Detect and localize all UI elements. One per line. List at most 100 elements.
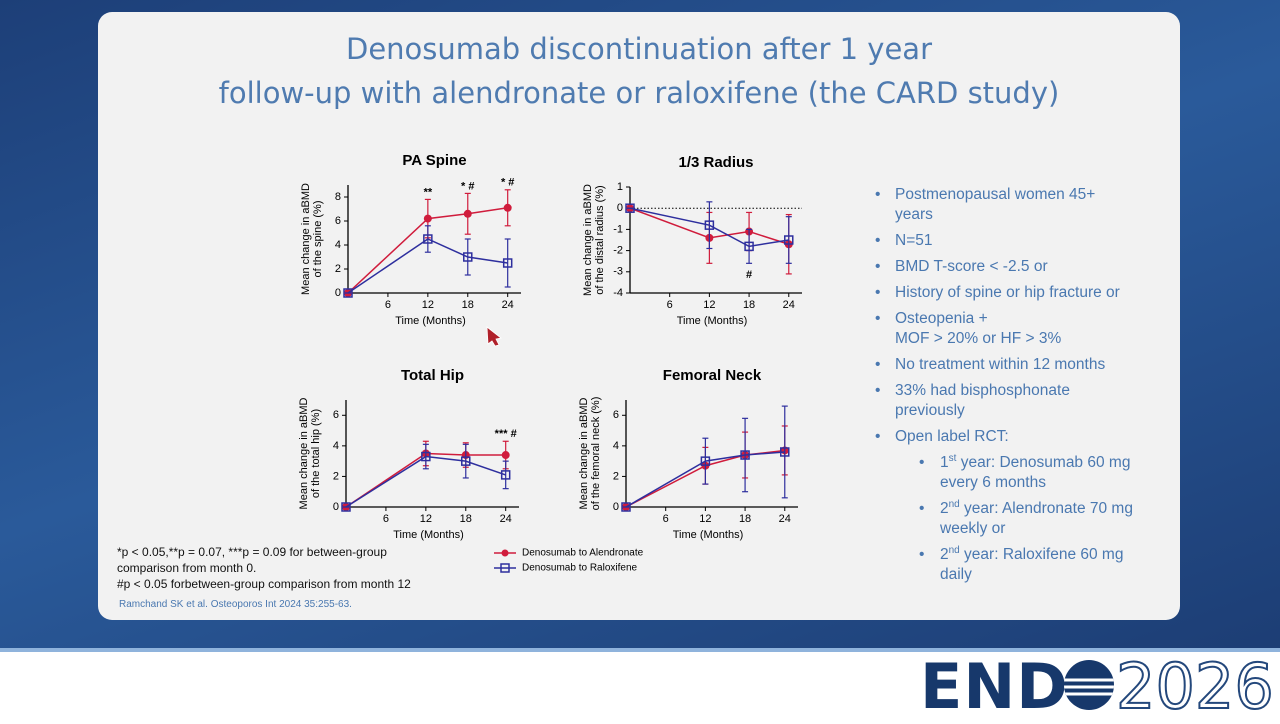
point: [501, 451, 510, 460]
footnote: #p < 0.05 forbetween-group comparison fr…: [117, 577, 411, 591]
slide-title: follow-up with alendronate or raloxifene…: [218, 76, 1060, 110]
y-tick-label: 0: [335, 287, 341, 299]
point: [502, 258, 513, 268]
y-tick-label: 2: [335, 263, 341, 275]
y-axis-label: Mean change in aBMD: [298, 398, 310, 510]
y-axis-label: of the spine (%): [312, 200, 324, 277]
series-line: [629, 207, 789, 248]
y-tick-label: 6: [613, 409, 619, 421]
annotation: * #: [461, 180, 474, 192]
ordinal: 1: [940, 454, 949, 471]
bullet: Open label RCT: 1st year: Denosumab 60 mg…: [875, 427, 1175, 585]
x-tick-label: 18: [462, 299, 474, 311]
y-tick-label: 2: [333, 470, 339, 482]
point: [780, 447, 790, 457]
y-tick-label: 4: [335, 239, 341, 251]
y-axis-label: of the total hip (%): [310, 409, 322, 498]
bullet: 33% had bisphosphonate previously: [875, 381, 1175, 421]
y-tick-label: 4: [613, 440, 619, 452]
chart-title: Total Hip: [401, 367, 464, 384]
legend-marker: [500, 563, 510, 573]
x-tick-label: 6: [383, 513, 389, 525]
series-line: [625, 451, 785, 508]
ordinal-suffix: st: [948, 452, 957, 464]
x-tick-label: 24: [779, 513, 791, 525]
x-tick-label: 6: [663, 513, 669, 525]
slide-title: Denosumab discontinuation after 1 year: [346, 32, 932, 66]
x-tick-label: 18: [460, 513, 472, 525]
bullet-line: 1st year: Denosumab 60 mg: [940, 453, 1175, 473]
bullet-line: N=51: [895, 232, 933, 249]
ordinal: 2: [940, 500, 949, 517]
point: [744, 241, 754, 252]
point: [341, 502, 351, 512]
x-tick-label: 24: [500, 513, 512, 525]
y-tick-label: 0: [333, 501, 339, 513]
bullet-line: every 6 months: [940, 473, 1175, 493]
y-tick-label: 2: [613, 470, 619, 482]
point: [621, 502, 631, 512]
x-axis-label: Time (Months): [677, 315, 748, 327]
bullet: Osteopenia + MOF > 20% or HF > 3%: [875, 309, 1175, 349]
bullet-text: year: Alendronate 70 mg: [959, 500, 1133, 517]
bullet: History of spine or hip fracture or: [875, 283, 1175, 303]
x-tick-label: 12: [422, 299, 434, 311]
cursor: [486, 326, 502, 347]
y-tick-label: 6: [333, 409, 339, 421]
y-axis-label: Mean change in aBMD: [578, 398, 590, 510]
y-tick-label: -4: [613, 287, 623, 299]
x-tick-label: 12: [703, 299, 715, 311]
annotation: *** #: [495, 428, 517, 440]
charts: PA Spine Mean change in aBMD of the spine …: [298, 152, 802, 574]
point: [463, 209, 472, 218]
logo-text: END: [920, 650, 1069, 723]
legend-label: Denosumab to Raloxifene: [522, 563, 638, 574]
chart-title: Femoral Neck: [663, 367, 762, 384]
bullet-line: BMD T-score < -2.5 or: [895, 258, 1048, 275]
bullet-line: 33% had bisphosphonate: [895, 382, 1070, 399]
series-line: [629, 207, 789, 245]
ordinal: 2: [940, 546, 949, 563]
bullet-line: No treatment within 12 months: [895, 356, 1106, 373]
bullet-text: year: Raloxifene 60 mg: [959, 546, 1124, 563]
y-tick-label: 8: [335, 191, 341, 203]
legend-label: Denosumab to Alendronate: [522, 548, 644, 559]
series-line: [345, 455, 506, 508]
sub-bullet: 2nd year: Alendronate 70 mg weekly or: [915, 499, 1175, 539]
bullet: BMD T-score < -2.5 or: [875, 257, 1175, 277]
x-axis-label: Time (Months): [393, 529, 464, 541]
point: [704, 220, 715, 230]
x-tick-label: 18: [743, 299, 755, 311]
bullet-text: year: Denosumab 60 mg: [956, 454, 1131, 471]
bullet-line: previously: [895, 402, 965, 419]
x-tick-label: 6: [385, 299, 391, 311]
series-line: [345, 452, 506, 508]
x-axis-label: Time (Months): [673, 529, 744, 541]
series-line: [347, 207, 508, 294]
point: [784, 235, 794, 245]
bullet-line: History of spine or hip fracture or: [895, 284, 1120, 301]
bullet-line: Osteopenia +: [895, 310, 988, 327]
citation: Ramchand SK et al. Osteoporos Int 2024 3…: [119, 599, 352, 610]
chart-title: PA Spine: [402, 152, 466, 169]
y-tick-label: 0: [613, 501, 619, 513]
bullet-line: weekly or: [940, 519, 1175, 539]
y-tick-label: 4: [333, 440, 339, 452]
y-tick-label: 0: [617, 202, 623, 214]
point: [463, 252, 473, 262]
bullet-line: daily: [940, 565, 1175, 585]
bullet: No treatment within 12 months: [875, 355, 1175, 375]
bullet-text: weekly or: [940, 520, 1006, 537]
bullet: Postmenopausal women 45+ years: [875, 185, 1175, 225]
point: [740, 450, 750, 460]
y-tick-label: -3: [613, 266, 623, 278]
x-tick-label: 12: [699, 513, 711, 525]
point: [423, 234, 433, 244]
y-tick-label: 6: [335, 215, 341, 227]
point: [500, 470, 511, 480]
footnote: *p < 0.05,**p = 0.07, ***p = 0.09 for be…: [117, 545, 387, 559]
x-tick-label: 12: [420, 513, 432, 525]
y-tick-label: -2: [613, 245, 623, 257]
ordinal-suffix: nd: [948, 498, 960, 510]
